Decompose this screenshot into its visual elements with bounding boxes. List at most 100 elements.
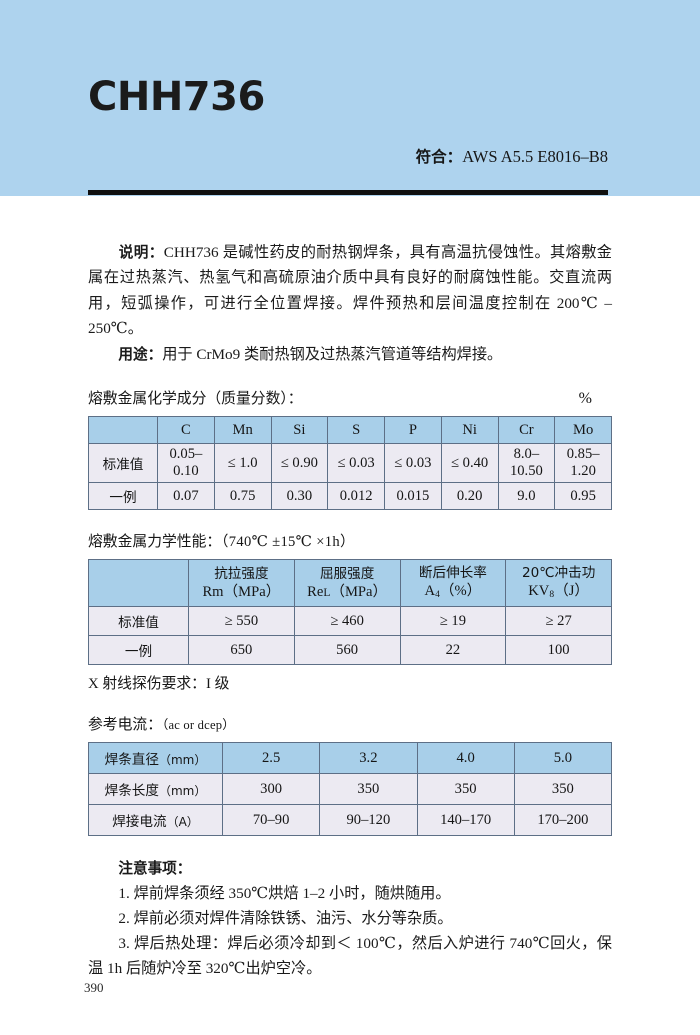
- header-yield-cn: 屈服强度: [319, 565, 375, 582]
- header-cell-cr: Cr: [497, 416, 556, 445]
- cell-example-s: 0.012: [327, 482, 385, 511]
- row-label-diameter-unit: （mm）: [158, 753, 207, 768]
- header-cell-mo: Mo: [554, 416, 612, 445]
- cell-example-cr: 9.0: [497, 482, 556, 511]
- table-row: 焊条长度（mm） 300 350 350 350: [88, 773, 613, 806]
- row-label-example: 一例: [88, 482, 158, 511]
- header-cell-yield-strength: 屈服强度 ReL（MPa）: [293, 559, 401, 608]
- table-row: 一例 650 560 22 100: [88, 635, 612, 666]
- cell-diameter-4: 5.0: [513, 742, 613, 775]
- current-polarity: （ac or dcep）: [162, 718, 236, 733]
- table-row: 标准值 ≥ 550 ≥ 460 ≥ 19 ≥ 27: [88, 606, 612, 637]
- cell-standard-p: ≤ 0.03: [384, 443, 442, 484]
- row-label-standard: 标准值: [88, 443, 158, 484]
- cell-current-3: 140–170: [416, 804, 515, 837]
- cell-example-c: 0.07: [157, 482, 215, 511]
- usage-text: 用于 CrMo9 类耐热钢及过热蒸汽管道等结构焊接。: [162, 345, 503, 363]
- page-number: 390: [84, 980, 104, 995]
- header-band: [0, 0, 700, 196]
- standard-label: 符合：: [415, 148, 463, 166]
- cell-length-4: 350: [513, 773, 613, 806]
- row-label-length-cn: 焊条长度: [104, 783, 159, 800]
- header-cell-mn: Mn: [213, 416, 272, 445]
- notes-section: 注意事项： 1. 焊前焊条须经 350℃烘焙 1–2 小时，随烘随用。 2. 焊…: [0, 856, 700, 981]
- cell-standard-ni: ≤ 0.40: [440, 443, 499, 484]
- cell-standard-si: ≤ 0.90: [270, 443, 329, 484]
- row-label-diameter-cn: 焊条直径: [104, 752, 159, 769]
- table-header-row: C Mn Si S P Ni Cr Mo: [88, 416, 612, 445]
- current-title-group: 参考电流：（ac or dcep）: [88, 713, 235, 734]
- cell-example-tensile: 650: [188, 635, 295, 666]
- cell-standard-c: 0.05–0.10: [157, 443, 215, 484]
- document-content: 说明：CHH736 是碱性药皮的耐热钢焊条，具有高温抗侵蚀性。其熔敷金属在过热蒸…: [0, 196, 700, 981]
- cell-standard-mn: ≤ 1.0: [213, 443, 272, 484]
- chemical-composition-caption: 熔敷金属化学成分（质量分数）： %: [0, 387, 700, 408]
- standard-reference: 符合：AWS A5.5 E8016–B8: [416, 145, 608, 167]
- row-label-current: 焊接电流（A）: [88, 804, 223, 837]
- mechanical-properties-table: 抗拉强度 Rm（MPa） 屈服强度 ReL（MPa） 断后伸长率 A4（%） 2…: [88, 559, 612, 666]
- cell-current-2: 90–120: [319, 804, 418, 837]
- table-row: 一例 0.07 0.75 0.30 0.012 0.015 0.20 9.0 0…: [88, 482, 612, 511]
- cell-length-3: 350: [416, 773, 515, 806]
- cell-standard-tensile: ≥ 550: [188, 606, 295, 637]
- cell-current-4: 170–200: [513, 804, 613, 837]
- cell-example-ni: 0.20: [440, 482, 499, 511]
- header-cell-s: S: [327, 416, 385, 445]
- cell-example-mo: 0.95: [554, 482, 612, 511]
- note-item-3: 3. 焊后热处理：焊后必须冷却到＜ 100℃，然后入炉进行 740℃回火，保温 …: [88, 935, 612, 978]
- description-paragraph: 说明：CHH736 是碱性药皮的耐热钢焊条，具有高温抗侵蚀性。其熔敷金属在过热蒸…: [0, 196, 700, 342]
- xray-value: I 级: [205, 676, 230, 693]
- cell-standard-impact: ≥ 27: [505, 606, 612, 637]
- row-label-length: 焊条长度（mm）: [88, 773, 223, 806]
- standard-value: AWS A5.5 E8016–B8: [462, 147, 608, 166]
- description-label: 说明：: [118, 244, 164, 261]
- note-item-1: 1. 焊前焊条须经 350℃烘焙 1–2 小时，随烘随用。: [118, 885, 451, 903]
- row-label-current-unit: （A）: [166, 815, 199, 830]
- header-cell-ni: Ni: [440, 416, 499, 445]
- header-cell-c: C: [157, 416, 215, 445]
- cell-example-p: 0.015: [384, 482, 442, 511]
- notes-title-text: 注意事项：: [118, 860, 192, 878]
- current-caption: 参考电流：（ac or dcep）: [0, 713, 700, 734]
- cell-standard-yield: ≥ 460: [293, 606, 401, 637]
- header-cell-elongation: 断后伸长率 A4（%）: [399, 559, 507, 608]
- header-divider: [88, 190, 608, 195]
- header-tensile-cn: 抗拉强度: [214, 566, 269, 583]
- chemical-composition-unit: %: [578, 390, 592, 408]
- cell-diameter-1: 2.5: [221, 742, 321, 775]
- cell-standard-elongation: ≥ 19: [399, 606, 507, 637]
- mechanical-properties-title-group: 熔敷金属力学性能：（740℃ ±15℃ ×1h）: [88, 530, 355, 551]
- mechanical-properties-title: 熔敷金属力学性能：: [88, 533, 222, 551]
- page-title: CHH736: [88, 74, 265, 120]
- cell-standard-mo: 0.85–1.20: [554, 443, 612, 484]
- cell-example-impact: 100: [505, 635, 612, 666]
- usage-label: 用途：: [118, 345, 163, 363]
- cell-standard-s: ≤ 0.03: [327, 443, 385, 484]
- header-cell-tensile-strength: 抗拉强度 Rm（MPa）: [188, 559, 295, 608]
- table-header-row: 抗拉强度 Rm（MPa） 屈服强度 ReL（MPa） 断后伸长率 A4（%） 2…: [88, 559, 612, 608]
- notes-title: 注意事项：: [88, 856, 612, 881]
- cell-current-1: 70–90: [221, 804, 321, 837]
- usage-paragraph: 用途：用于 CrMo9 类耐热钢及过热蒸汽管道等结构焊接。: [0, 342, 700, 367]
- header-elongation-cn: 断后伸长率: [418, 565, 487, 582]
- table-row: 标准值 0.05–0.10 ≤ 1.0 ≤ 0.90 ≤ 0.03 ≤ 0.03…: [88, 443, 612, 484]
- header-impact-cn: 20℃冲击功: [521, 565, 596, 582]
- reference-current-table: 焊条直径（mm） 2.5 3.2 4.0 5.0 焊条长度（mm） 300 35…: [88, 742, 613, 837]
- cell-length-2: 350: [319, 773, 418, 806]
- table-row: 焊接电流（A） 70–90 90–120 140–170 170–200: [88, 804, 613, 837]
- chemical-composition-table: C Mn Si S P Ni Cr Mo 标准值 0.05–0.10 ≤ 1.0…: [88, 416, 612, 511]
- row-label-diameter: 焊条直径（mm）: [88, 742, 223, 775]
- note-item-2: 2. 焊前必须对焊件清除铁锈、油污、水分等杂质。: [118, 910, 453, 928]
- description-text: CHH736 是碱性药皮的耐热钢焊条，具有高温抗侵蚀性。其熔敷金属在过热蒸汽、热…: [88, 244, 612, 338]
- row-label-length-unit: （mm）: [158, 784, 207, 799]
- cell-example-elongation: 22: [399, 635, 507, 666]
- cell-diameter-2: 3.2: [319, 742, 418, 775]
- cell-length-1: 300: [221, 773, 321, 806]
- row-label-standard: 标准值: [88, 606, 189, 637]
- cell-standard-cr: 8.0–10.50: [497, 443, 556, 484]
- cell-diameter-3: 4.0: [416, 742, 515, 775]
- header-cell-p: P: [384, 416, 442, 445]
- header-cell-si: Si: [270, 416, 329, 445]
- chemical-composition-title: 熔敷金属化学成分（质量分数）：: [88, 390, 303, 408]
- cell-example-si: 0.30: [270, 482, 329, 511]
